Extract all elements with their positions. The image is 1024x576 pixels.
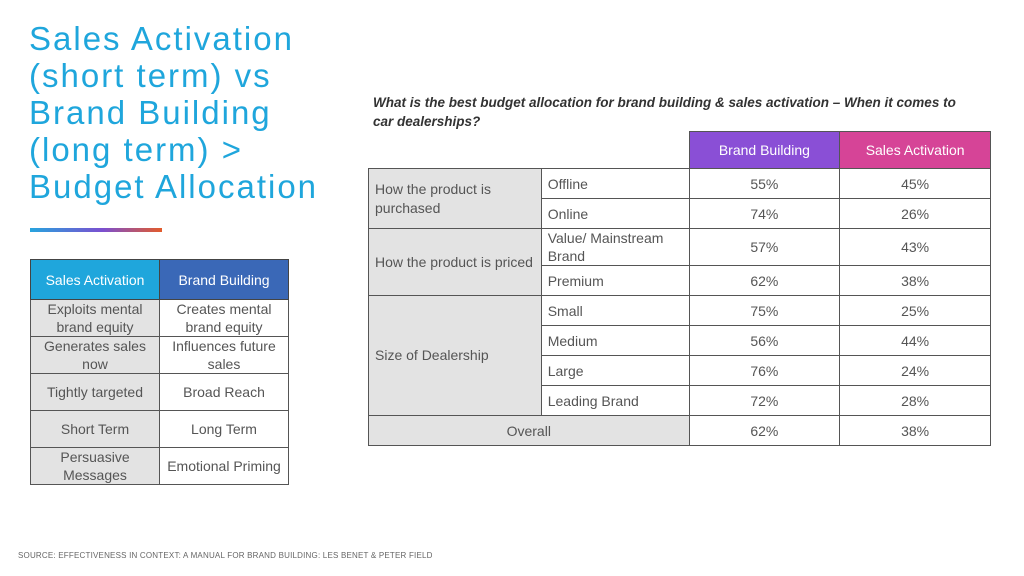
sub-label: Value/ Mainstream Brand xyxy=(540,228,690,266)
table-row: How the product is priced Value/ Mainstr… xyxy=(368,228,991,296)
brand-building-value: 56% xyxy=(688,325,841,356)
group-label: How the product is purchased xyxy=(368,168,542,229)
sales-activation-value: 44% xyxy=(839,325,991,356)
table-row: Generates sales now Influences future sa… xyxy=(30,336,289,374)
sales-activation-value: 45% xyxy=(839,168,991,199)
sales-activation-value: 24% xyxy=(839,355,991,386)
accent-divider xyxy=(30,228,162,232)
sales-activation-value: 26% xyxy=(839,198,991,229)
table-row: Medium 56% 44% xyxy=(369,325,991,356)
header-sales-activation: Sales Activation xyxy=(839,131,991,169)
sub-label: Medium xyxy=(540,325,690,356)
sales-activation-cell: Generates sales now xyxy=(30,336,160,374)
sub-label: Premium xyxy=(540,265,690,296)
table-row: Large 76% 24% xyxy=(369,355,991,386)
brand-building-value: 75% xyxy=(688,295,841,326)
allocation-question: What is the best budget allocation for b… xyxy=(373,95,956,129)
sales-activation-value: 28% xyxy=(839,385,991,416)
sales-activation-cell: Exploits mental brand equity xyxy=(30,299,160,337)
table-row: Tightly targeted Broad Reach xyxy=(30,373,289,411)
title-line: Brand Building xyxy=(29,94,272,131)
brand-building-value: 55% xyxy=(688,168,841,199)
table-row: Short Term Long Term xyxy=(30,410,289,448)
brand-building-cell: Long Term xyxy=(159,410,289,448)
sales-activation-cell: Tightly targeted xyxy=(30,373,160,411)
brand-building-cell: Creates mental brand equity xyxy=(159,299,289,337)
title-line: Sales Activation xyxy=(29,20,294,57)
group-label: How the product is priced xyxy=(368,228,542,296)
title-line: (long term) > xyxy=(29,131,243,168)
header-spacer xyxy=(369,132,690,169)
sub-label: Leading Brand xyxy=(540,385,690,416)
brand-building-cell: Emotional Priming xyxy=(159,447,289,485)
overall-label: Overall xyxy=(368,415,690,446)
comparison-header-row: Sales Activation Brand Building xyxy=(30,259,289,300)
brand-building-cell: Broad Reach xyxy=(159,373,289,411)
sales-activation-value: 43% xyxy=(839,228,991,266)
brand-building-value: 62% xyxy=(688,265,841,296)
header-sales-activation: Sales Activation xyxy=(30,259,160,300)
sub-label: Online xyxy=(540,198,690,229)
group-label: Size of Dealership xyxy=(368,295,542,416)
allocation-table: Brand Building Sales Activation How the … xyxy=(368,131,991,446)
table-row: Exploits mental brand equity Creates men… xyxy=(30,299,289,337)
brand-building-cell: Influences future sales xyxy=(159,336,289,374)
brand-building-value: 57% xyxy=(688,228,841,266)
overall-brand-building-value: 62% xyxy=(688,415,841,446)
sales-activation-value: 25% xyxy=(839,295,991,326)
title-line: Budget Allocation xyxy=(29,168,319,205)
sub-label: Small xyxy=(540,295,690,326)
allocation-header-row: Brand Building Sales Activation xyxy=(369,131,991,169)
table-row: Size of Dealership Small 75% 25% xyxy=(368,295,991,416)
table-row: How the product is purchased Offline 55%… xyxy=(368,168,991,229)
table-row: Premium 62% 38% xyxy=(369,265,991,296)
sales-activation-cell: Persuasive Messages xyxy=(30,447,160,485)
sales-activation-value: 38% xyxy=(839,265,991,296)
brand-building-value: 74% xyxy=(688,198,841,229)
overall-sales-activation-value: 38% xyxy=(839,415,991,446)
comparison-table: Sales Activation Brand Building Exploits… xyxy=(30,259,289,485)
sub-label: Offline xyxy=(540,168,690,199)
source-citation: SOURCE: EFFECTIVENESS IN CONTEXT: A MANU… xyxy=(18,551,433,560)
sales-activation-cell: Short Term xyxy=(30,410,160,448)
brand-building-value: 76% xyxy=(688,355,841,386)
page-title: Sales Activation (short term) vs Brand B… xyxy=(29,20,359,205)
table-row: Leading Brand 72% 28% xyxy=(369,385,991,416)
overall-row: Overall 62% 38% xyxy=(368,415,991,446)
title-line: (short term) vs xyxy=(29,57,272,94)
sub-label: Large xyxy=(540,355,690,386)
brand-building-value: 72% xyxy=(688,385,841,416)
header-brand-building: Brand Building xyxy=(688,131,841,169)
table-row: Persuasive Messages Emotional Priming xyxy=(30,447,289,485)
header-brand-building: Brand Building xyxy=(159,259,289,300)
table-row: Online 74% 26% xyxy=(369,198,991,229)
